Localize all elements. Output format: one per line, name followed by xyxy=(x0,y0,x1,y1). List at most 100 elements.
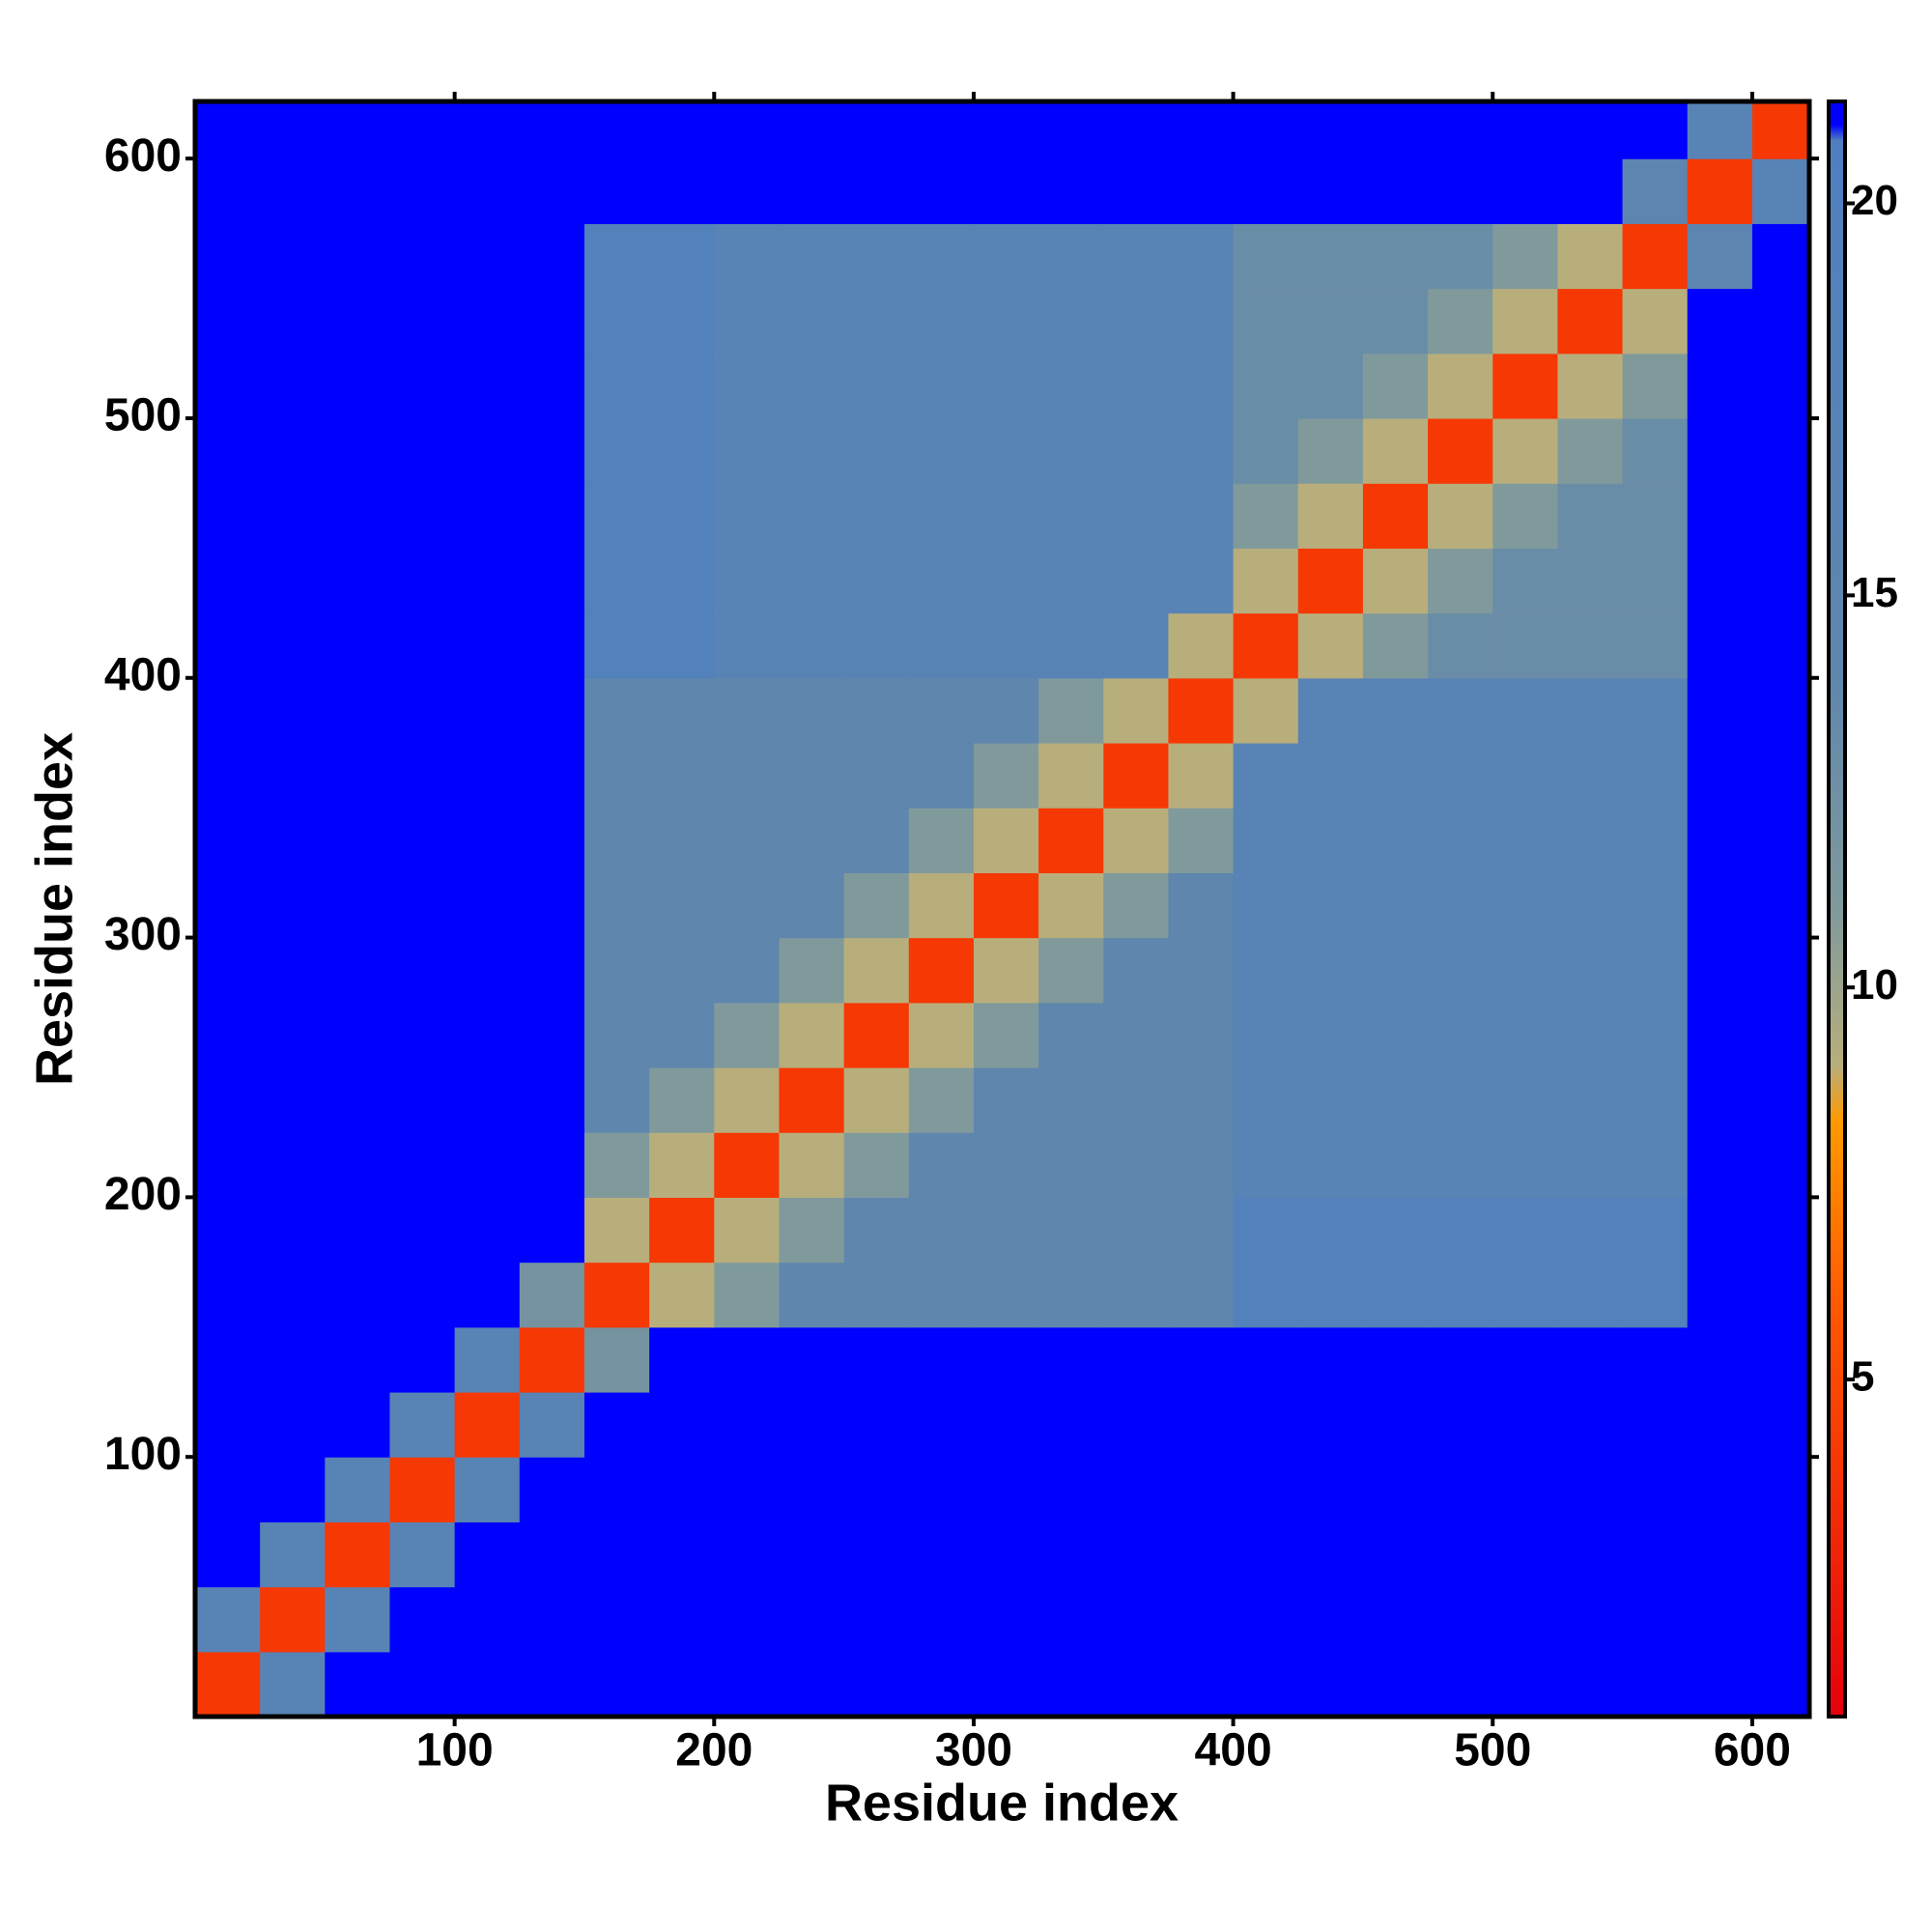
heatmap-cell xyxy=(649,1521,715,1588)
heatmap-cell xyxy=(973,1391,1039,1458)
heatmap-cell xyxy=(1622,1651,1689,1717)
heatmap-cell xyxy=(1233,353,1299,419)
heatmap-cell xyxy=(1751,548,1809,614)
heatmap-cell xyxy=(519,288,585,355)
heatmap-cell xyxy=(779,483,845,549)
heatmap-cell xyxy=(195,1457,261,1522)
heatmap-cell xyxy=(908,808,975,873)
heatmap-cell xyxy=(519,1066,585,1133)
heatmap-cell xyxy=(1362,1586,1429,1653)
heatmap-cell xyxy=(1751,937,1809,1004)
heatmap-cell xyxy=(908,223,975,290)
heatmap-cell xyxy=(1751,808,1809,873)
heatmap-cell xyxy=(1557,937,1624,1004)
heatmap-cell xyxy=(1362,808,1429,873)
heatmap-cell xyxy=(714,1521,781,1588)
heatmap-cell xyxy=(195,548,261,614)
heatmap-cell xyxy=(325,808,391,873)
heatmap-cell xyxy=(1492,353,1559,419)
heatmap-cell xyxy=(454,1002,521,1068)
heatmap-cell xyxy=(454,1586,521,1653)
heatmap-cell xyxy=(1168,1066,1235,1133)
heatmap-cell xyxy=(389,1066,456,1133)
heatmap-cell xyxy=(1492,1326,1559,1393)
heatmap-cell xyxy=(1362,872,1429,939)
heatmap-cell xyxy=(1362,937,1429,1004)
heatmap-cell xyxy=(1492,1391,1559,1458)
heatmap-cell xyxy=(1297,937,1364,1004)
heatmap-cell xyxy=(908,288,975,355)
heatmap-cell xyxy=(1428,1262,1493,1328)
heatmap-cell xyxy=(843,417,910,484)
heatmap-cell xyxy=(1492,158,1559,224)
heatmap-cell xyxy=(714,1262,781,1328)
heatmap-cell xyxy=(389,101,456,159)
heatmap-cell xyxy=(1103,288,1170,355)
heatmap-cell xyxy=(1557,158,1624,224)
heatmap-cell xyxy=(1038,808,1104,873)
heatmap-cell xyxy=(1362,612,1429,679)
heatmap-cell xyxy=(1428,677,1493,744)
heatmap-cell xyxy=(583,1262,650,1328)
heatmap-cell xyxy=(714,937,781,1004)
heatmap-cell xyxy=(195,872,261,939)
heatmap-cell xyxy=(519,1002,585,1068)
heatmap-cell xyxy=(1492,937,1559,1004)
heatmap-cell xyxy=(1297,808,1364,873)
heatmap-cell xyxy=(649,158,715,224)
heatmap-cell xyxy=(1687,1391,1753,1458)
heatmap-cell xyxy=(1687,1132,1753,1198)
heatmap-cell xyxy=(1557,677,1624,744)
heatmap-cell xyxy=(649,612,715,679)
heatmap-cell xyxy=(195,1391,261,1458)
heatmap-cell xyxy=(1103,548,1170,614)
heatmap-cell xyxy=(1233,937,1299,1004)
heatmap-cell xyxy=(195,288,261,355)
heatmap-cell xyxy=(843,677,910,744)
heatmap-cell xyxy=(1428,353,1493,419)
heatmap-cell xyxy=(1103,677,1170,744)
heatmap-cell xyxy=(973,937,1039,1004)
heatmap-cell xyxy=(1751,288,1809,355)
heatmap-cell xyxy=(1492,808,1559,873)
heatmap-cell xyxy=(454,1391,521,1458)
heatmap-cell xyxy=(1103,417,1170,484)
heatmap-cell xyxy=(195,937,261,1004)
heatmap-cell xyxy=(325,158,391,224)
heatmap-cell xyxy=(389,223,456,290)
heatmap-cell xyxy=(1297,612,1364,679)
heatmap-cell xyxy=(1233,483,1299,549)
heatmap-cell xyxy=(908,1457,975,1522)
heatmap-cell xyxy=(1687,548,1753,614)
heatmap-cell xyxy=(1751,1132,1809,1198)
heatmap-cell xyxy=(1622,483,1689,549)
heatmap-cell xyxy=(583,417,650,484)
heatmap-cell xyxy=(195,1002,261,1068)
heatmap-cell xyxy=(260,548,326,614)
heatmap-cell xyxy=(973,483,1039,549)
heatmap-cell xyxy=(1362,1262,1429,1328)
heatmap-cell xyxy=(779,1262,845,1328)
heatmap-cell xyxy=(1038,1326,1104,1393)
heatmap-cell xyxy=(779,417,845,484)
heatmap-cell xyxy=(1751,158,1809,224)
heatmap-cell xyxy=(1622,1066,1689,1133)
heatmap-cell xyxy=(1168,417,1235,484)
heatmap-cell xyxy=(195,101,261,159)
heatmap-cell xyxy=(973,872,1039,939)
heatmap-cell xyxy=(1103,612,1170,679)
heatmap-cell xyxy=(1103,1521,1170,1588)
heatmap-cell xyxy=(260,353,326,419)
heatmap-cell xyxy=(1168,1326,1235,1393)
heatmap-cell xyxy=(583,1197,650,1264)
heatmap-cell xyxy=(325,483,391,549)
heatmap-cell xyxy=(714,1132,781,1198)
heatmap-cell xyxy=(908,742,975,809)
heatmap-cell xyxy=(714,1326,781,1393)
heatmap-cell xyxy=(1362,742,1429,809)
heatmap-cell xyxy=(1557,1066,1624,1133)
heatmap-cell xyxy=(1233,1197,1299,1264)
heatmap-cell xyxy=(1038,742,1104,809)
heatmap-cell xyxy=(973,1326,1039,1393)
heatmap-cell xyxy=(325,417,391,484)
